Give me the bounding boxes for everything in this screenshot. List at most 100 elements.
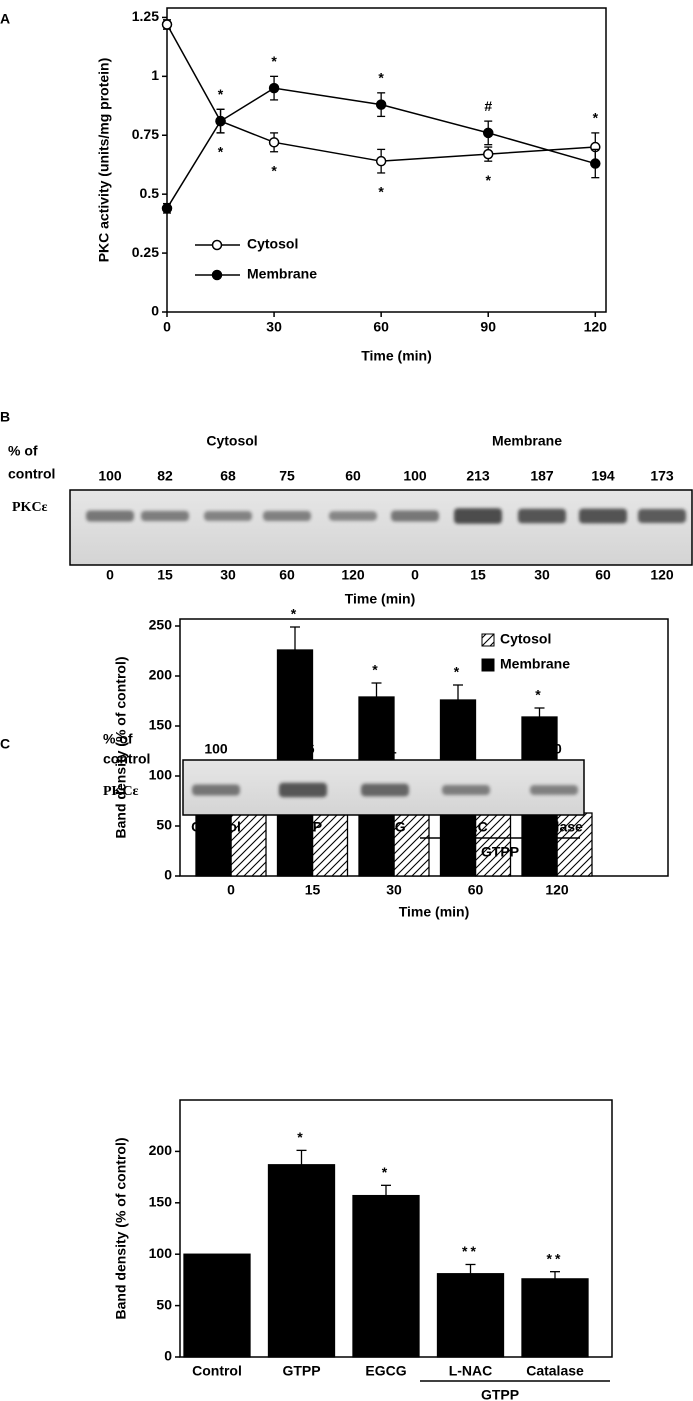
percent-value: 100 <box>98 468 122 484</box>
y-tick-label: 1.25 <box>132 8 159 24</box>
blot-band <box>391 510 439 522</box>
legend-marker <box>211 269 223 281</box>
percent-value: 82 <box>157 468 173 484</box>
significance-mark: * <box>271 162 277 178</box>
x-tick-label: 30 <box>266 319 282 335</box>
lane-label: 0 <box>411 567 419 583</box>
significance-mark: * <box>218 86 224 102</box>
percent-value: 213 <box>466 468 490 484</box>
lane-label: 60 <box>595 567 611 583</box>
y-tick-label: 50 <box>156 817 172 833</box>
percent-label: % of <box>103 731 133 747</box>
lane-label: GTPP <box>284 819 322 835</box>
panel-letter: C <box>0 736 10 752</box>
bar <box>267 1164 336 1358</box>
x-tick-label: 120 <box>545 882 569 898</box>
data-point <box>590 158 601 169</box>
y-tick-label: 100 <box>149 1245 173 1261</box>
y-tick-label: 100 <box>149 767 173 783</box>
y-tick-label: 0.25 <box>132 244 159 260</box>
group-label: GTPP <box>481 1387 519 1401</box>
blot-band <box>141 510 189 522</box>
significance-mark: * <box>297 1129 305 1145</box>
significance-mark: * <box>372 662 380 678</box>
significance-mark: * <box>218 144 224 160</box>
blot-band <box>579 508 627 524</box>
significance-mark: * <box>454 664 462 680</box>
blot-band <box>86 510 134 522</box>
percent-value: 141 <box>373 741 397 757</box>
lane-label: 120 <box>650 567 674 583</box>
series-line <box>166 87 596 209</box>
legend-swatch <box>481 658 495 672</box>
y-tick-label: 200 <box>149 1142 173 1158</box>
series-line <box>166 24 596 162</box>
y-tick-label: 50 <box>156 1296 172 1312</box>
y-tick-label: 0 <box>164 867 172 883</box>
bar <box>183 1253 251 1358</box>
blot-band <box>638 509 686 523</box>
legend-label: Membrane <box>500 656 570 672</box>
x-tick-label: 15 <box>305 882 321 898</box>
blot-band <box>329 511 377 521</box>
significance-mark: * <box>593 110 599 126</box>
y-tick-label: 0.5 <box>140 185 160 201</box>
percent-label: control <box>103 751 150 767</box>
lane-label: EGCG <box>364 819 405 835</box>
x-axis-label: Time (min) <box>399 904 470 920</box>
panel-letter: A <box>0 11 10 27</box>
data-point <box>268 82 280 94</box>
blot-group-label: GTPP <box>481 844 519 860</box>
x-tick-label: L-NAC <box>449 1363 493 1379</box>
x-tick-label: 120 <box>584 319 608 335</box>
bar <box>521 1278 589 1358</box>
significance-mark: * <box>382 1164 390 1180</box>
lane-label: 15 <box>157 567 173 583</box>
lane-label: 0 <box>106 567 114 583</box>
significance-mark: # <box>484 98 492 114</box>
y-axis-label: PKC activity (units/mg protein) <box>96 58 112 263</box>
percent-value: 194 <box>591 468 615 484</box>
blot-x-label: Time (min) <box>345 591 416 607</box>
legend-marker <box>211 239 223 251</box>
x-tick-label: 60 <box>468 882 484 898</box>
data-point <box>215 115 226 127</box>
significance-mark: * <box>291 606 299 622</box>
percent-label: % of <box>8 443 38 459</box>
percent-value: 186 <box>291 741 315 757</box>
lane-label: L-NAC <box>444 819 488 835</box>
plot-frame <box>166 7 607 313</box>
data-point <box>482 148 494 160</box>
percent-value: 187 <box>530 468 554 484</box>
significance-mark: * <box>485 172 491 188</box>
blot-band <box>204 511 252 521</box>
data-point <box>375 155 387 167</box>
blot-band <box>530 785 578 795</box>
blot-band <box>442 784 490 796</box>
blot-band <box>361 783 409 797</box>
data-point <box>482 127 494 139</box>
legend-label: Cytosol <box>500 631 551 647</box>
y-tick-label: 0 <box>151 303 159 319</box>
significance-mark: * <box>535 687 543 703</box>
y-axis-label: Band density (% of control) <box>113 1138 129 1320</box>
bar <box>436 1273 505 1358</box>
percent-value: 100 <box>204 741 228 757</box>
lane-label: 15 <box>470 567 486 583</box>
x-tick-label: 0 <box>163 319 171 335</box>
y-tick-label: 0.75 <box>132 126 159 142</box>
percent-value: 173 <box>650 468 674 484</box>
lane-label: 30 <box>220 567 236 583</box>
blot-group-label: Cytosol <box>206 433 257 449</box>
x-tick-label: GTPP <box>282 1363 320 1379</box>
bar <box>352 1194 420 1358</box>
lane-label: 60 <box>279 567 295 583</box>
y-tick-label: 150 <box>149 717 173 733</box>
significance-mark: * <box>378 184 384 200</box>
panel-letter: B <box>0 409 10 425</box>
x-tick-label: Control <box>192 1363 242 1379</box>
y-tick-label: 0 <box>164 1348 172 1364</box>
percent-value: 100 <box>403 468 427 484</box>
blot-band <box>263 511 311 521</box>
